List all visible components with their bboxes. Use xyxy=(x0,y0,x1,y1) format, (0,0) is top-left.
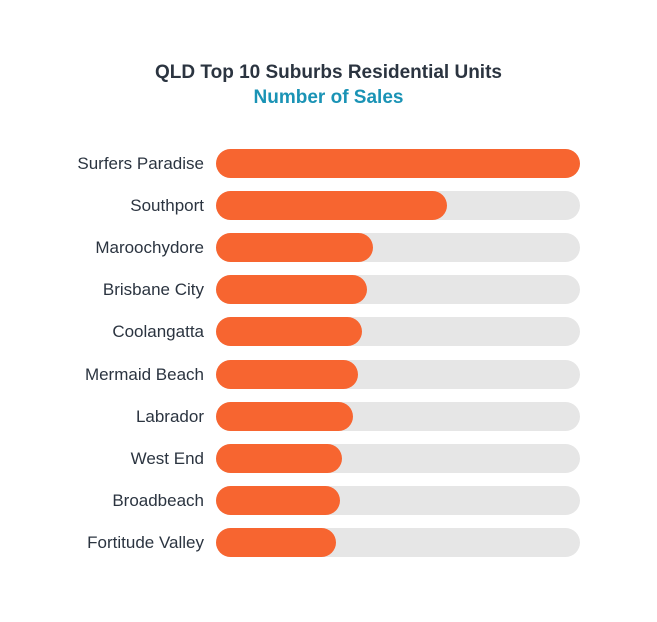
bar xyxy=(216,401,353,431)
bar-track xyxy=(216,317,580,347)
bar-track xyxy=(216,275,580,305)
bar-track xyxy=(216,401,580,431)
chart-subtitle: Number of Sales xyxy=(253,87,404,108)
bar-track xyxy=(216,359,580,389)
bar xyxy=(216,527,337,557)
bar-track xyxy=(216,443,580,473)
bar-track xyxy=(216,149,580,178)
bar-row: Southport xyxy=(0,191,657,221)
bar xyxy=(216,149,580,178)
bar-track xyxy=(216,485,580,515)
category-label: Surfers Paradise xyxy=(77,154,204,173)
category-label: West End xyxy=(130,448,204,468)
bar xyxy=(216,443,342,473)
bar-row: Coolangatta xyxy=(0,317,657,347)
bar-row: Labrador xyxy=(0,401,657,431)
bar-row: Mermaid Beach xyxy=(0,359,657,389)
bar xyxy=(216,359,358,389)
bar xyxy=(216,485,340,515)
bar-row: Maroochydore xyxy=(0,233,657,263)
category-label: Southport xyxy=(130,196,204,216)
bar xyxy=(216,317,362,347)
category-label: Mermaid Beach xyxy=(84,364,204,384)
category-label: Maroochydore xyxy=(95,238,204,258)
bar-track xyxy=(216,527,580,557)
category-label: Coolangatta xyxy=(112,322,204,342)
bar-row: Brisbane City xyxy=(0,275,657,305)
category-label: Fortitude Valley xyxy=(87,532,204,552)
bar-track xyxy=(216,233,580,263)
chart-title: QLD Top 10 Suburbs Residential Units xyxy=(155,62,502,83)
category-label: Labrador xyxy=(135,406,204,426)
bar-row: West End xyxy=(0,443,657,473)
bar-row: Fortitude Valley xyxy=(0,527,657,557)
bar xyxy=(216,275,368,305)
bar-track xyxy=(216,191,580,221)
category-label: Brisbane City xyxy=(102,280,204,300)
bar xyxy=(216,191,448,221)
category-label: Broadbeach xyxy=(112,490,204,510)
bar-row: Broadbeach xyxy=(0,485,657,515)
bar-row: Surfers Paradise xyxy=(0,149,657,178)
bar xyxy=(216,233,373,263)
